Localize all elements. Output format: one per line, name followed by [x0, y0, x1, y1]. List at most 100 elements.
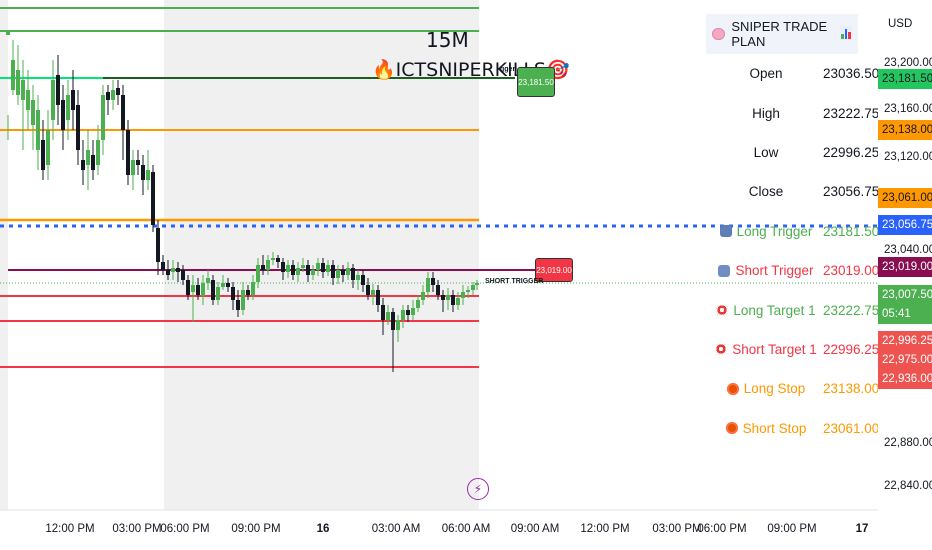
time-tick: 03:00 AM [371, 523, 421, 535]
bullish-candle [241, 290, 245, 310]
trade-plan-label-text: Open [749, 66, 783, 82]
lightning-icon[interactable]: ⚡ [467, 478, 489, 500]
bearish-candle [166, 270, 170, 275]
bullish-candle [221, 283, 225, 287]
bearish-candle [451, 295, 455, 305]
time-tick: 06:00 AM [441, 523, 491, 535]
trade-plan-row: Low 22996.25 [706, 133, 880, 172]
price-tick: 23,160.00 [884, 103, 932, 115]
bearish-candle [181, 270, 185, 280]
trade-plan-header: SNIPER TRADE PLAN [706, 14, 858, 54]
price-label: 22,996.25 [878, 331, 932, 351]
trade-plan-row-label: Short Target 1 [706, 342, 826, 357]
bullish-candle [301, 265, 305, 268]
time-tick: 12:00 PM [580, 523, 630, 535]
bullish-candle [286, 265, 290, 272]
bearish-candle [391, 312, 395, 330]
bullish-candle [401, 310, 405, 320]
bullish-candle [51, 80, 55, 120]
bullish-candle [371, 290, 375, 295]
price-label: 22,936.00 [878, 369, 932, 389]
trade-plan-label-text: Close [748, 184, 784, 200]
bullish-candle [296, 268, 300, 275]
bullish-candle [446, 295, 450, 300]
trade-plan-row: Short Trigger 23019.00 [706, 251, 879, 290]
bearish-candle [261, 265, 265, 270]
trade-plan-row-value: 23019.00 [823, 263, 880, 279]
trade-plan-row-label: Long Target 1 [706, 303, 826, 318]
bearish-candle [381, 305, 385, 320]
bearish-candle [236, 300, 240, 310]
timeframe-label: 15M [426, 28, 469, 52]
bullish-candle [336, 270, 340, 278]
bearish-candle [276, 258, 280, 262]
bullish-candle [31, 100, 35, 125]
price-tick: 23,200.00 [884, 57, 932, 69]
trade-plan-title: SNIPER TRADE PLAN [731, 19, 828, 49]
trade-plan-row-label: Low [706, 145, 826, 160]
bearish-candle [141, 165, 145, 180]
trade-plan-row: Close 23056.75 [706, 172, 880, 211]
bullish-candle [146, 170, 150, 180]
bullish-candle [36, 110, 40, 150]
time-tick: 03:00 PM [112, 523, 162, 535]
bullish-candle [456, 298, 460, 305]
bullish-candle [26, 90, 30, 110]
trade-plan-row-value: 22996.25 [823, 341, 880, 357]
short-trigger-tag: 23,019.00 [535, 258, 573, 282]
up-button-icon [719, 225, 732, 238]
bullish-candle [356, 275, 360, 280]
bearish-candle [321, 263, 325, 272]
bearish-candle [76, 105, 80, 150]
bullish-candle [416, 300, 420, 308]
trade-plan-row: Long Trigger 23181.50 [706, 212, 879, 251]
bullish-candle [171, 268, 175, 272]
time-tick: 17 [855, 523, 869, 535]
trade-plan-row-value: 23056.75 [823, 184, 880, 200]
bar-chart-icon [840, 26, 852, 40]
bearish-candle [61, 100, 65, 130]
bullish-candle [206, 278, 210, 283]
bearish-candle [41, 140, 45, 170]
bearish-candle [156, 228, 160, 262]
bearish-candle [91, 155, 95, 170]
trade-plan-rows: Open 23036.50 High 23222.75 Low 22996.25 Close… [706, 54, 880, 448]
bullish-candle [251, 282, 255, 295]
bearish-candle [361, 275, 365, 285]
long-trigger-text: ggerl [500, 66, 518, 73]
time-tick: 16 [316, 523, 330, 535]
bearish-candle [161, 262, 165, 270]
trade-plan-row-label: Long Trigger [706, 224, 826, 239]
bearish-candle [341, 270, 345, 275]
bullish-candle [86, 150, 90, 165]
time-tick: 03:00 PM [652, 523, 702, 535]
trade-plan-row-label: Short Trigger [706, 263, 826, 278]
bearish-candle [291, 265, 295, 275]
bullish-candle [16, 70, 20, 95]
bullish-candle [256, 265, 260, 282]
bullish-candle [201, 283, 205, 296]
target-icon [716, 304, 729, 317]
bullish-candle [316, 263, 320, 270]
bearish-candle [306, 265, 310, 275]
trade-plan-row-value: 23138.00 [823, 381, 880, 397]
bearish-candle [136, 160, 140, 165]
bullish-candle [346, 268, 350, 275]
bullish-candle [386, 312, 390, 320]
bearish-candle [211, 280, 215, 300]
bearish-candle [281, 262, 285, 272]
bearish-candle [121, 95, 125, 130]
trade-plan-row: Long Stop 23138.00 [706, 369, 879, 408]
bearish-candle [436, 285, 440, 295]
bullish-candle [111, 90, 115, 100]
price-chart-canvas[interactable] [0, 0, 878, 550]
price-tick: 23,040.00 [884, 244, 932, 256]
bearish-candle [116, 88, 120, 95]
time-tick: 06:00 PM [160, 523, 210, 535]
session-shade-left [0, 0, 8, 510]
price-label: 23,181.50 [878, 69, 932, 89]
trade-plan-row-value: 23222.75 [823, 302, 880, 318]
trade-plan-row-label: Short Stop [706, 421, 826, 436]
price-label: 22,975.00 [878, 350, 932, 370]
short-trigger-text: SHORT TRIGGER [485, 278, 544, 285]
